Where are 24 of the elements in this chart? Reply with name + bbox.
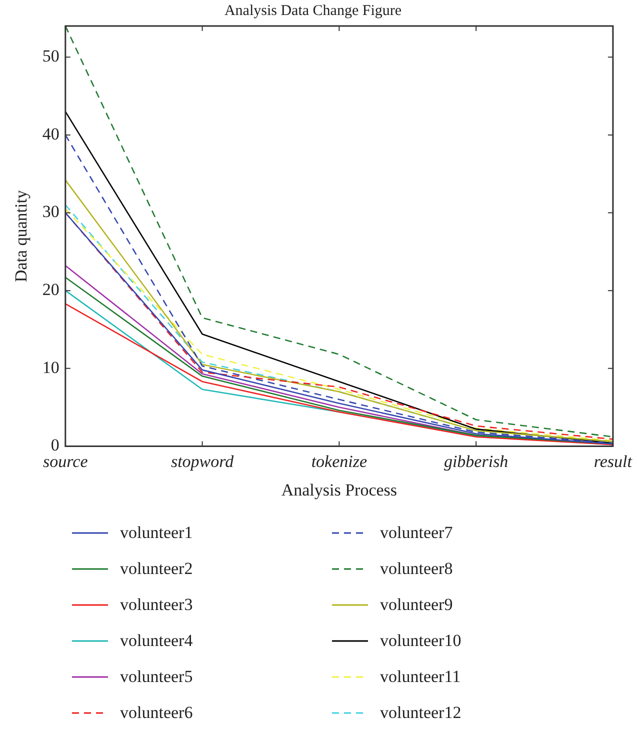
x-tick-label: gibberish [444, 452, 508, 471]
y-tick-label: 20 [42, 280, 60, 300]
legend-label: volunteer10 [380, 631, 462, 651]
legend-label: volunteer8 [380, 559, 453, 579]
chart-title: Analysis Data Change Figure [224, 2, 402, 19]
legend-label: volunteer6 [120, 703, 193, 723]
y-tick-label: 30 [42, 202, 60, 222]
legend-label: volunteer5 [120, 667, 193, 687]
x-tick-label: stopword [170, 452, 234, 471]
y-tick-label: 50 [42, 46, 60, 66]
legend-label: volunteer4 [120, 631, 193, 651]
legend-label: volunteer3 [120, 595, 193, 615]
y-axis-title: Data quantity [12, 190, 31, 282]
y-tick-label: 40 [42, 124, 60, 144]
legend-label: volunteer9 [380, 595, 453, 615]
x-axis-title: Analysis Process [281, 480, 398, 500]
legend-label: volunteer12 [380, 703, 462, 723]
x-tick-label: result [594, 452, 634, 471]
x-tick-label: tokenize [311, 452, 368, 471]
legend-label: volunteer7 [380, 523, 453, 543]
legend-label: volunteer1 [120, 523, 193, 543]
legend-label: volunteer11 [380, 667, 461, 687]
legend-label: volunteer2 [120, 559, 193, 579]
y-tick-label: 10 [42, 358, 60, 377]
